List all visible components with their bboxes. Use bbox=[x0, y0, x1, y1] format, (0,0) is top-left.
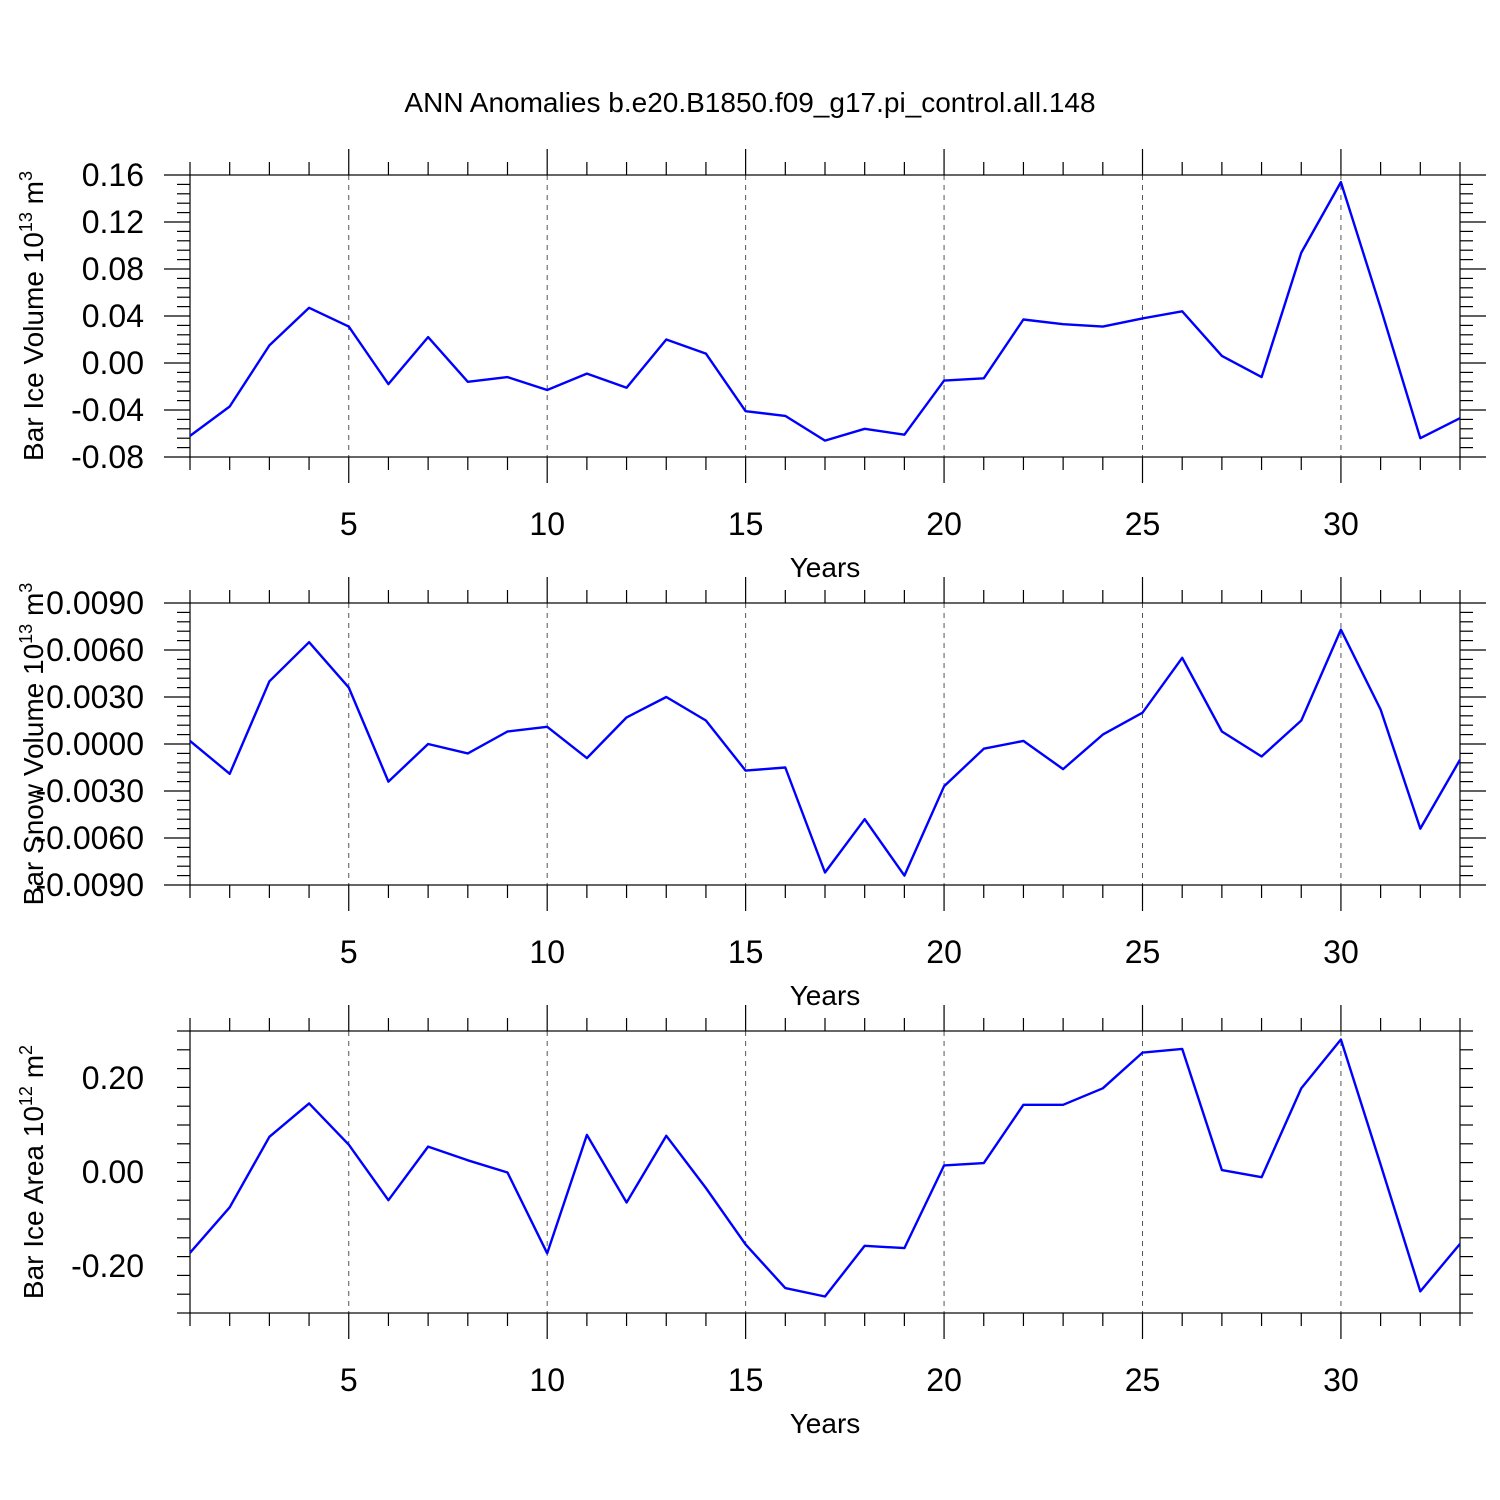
series-line-1 bbox=[190, 1038, 1460, 1298]
y-tick-label: 0.20 bbox=[82, 1060, 144, 1096]
chart-panel-2: 5 10 15 20 25 30 -0.0090 -0.0060 -0.0030 0.0000 0.… bbox=[16, 577, 1486, 1011]
y-tick-label: 0.16 bbox=[82, 157, 144, 193]
x-tick-label: 20 bbox=[926, 506, 962, 542]
y-tick-label: -0.04 bbox=[71, 392, 144, 428]
x-axis-label: Years bbox=[790, 1408, 861, 1439]
y-tick-label: -0.0030 bbox=[35, 773, 144, 809]
y-tick-label: 0.04 bbox=[82, 298, 144, 334]
series-line-1 bbox=[190, 180, 1460, 442]
series-line-1 bbox=[190, 628, 1460, 877]
plot-frame bbox=[189, 174, 1461, 458]
y-axis-label: Bar Ice Volume 1013 m3 bbox=[16, 171, 49, 461]
x-tick-label: 25 bbox=[1125, 506, 1161, 542]
x-tick-label: 10 bbox=[529, 934, 565, 970]
x-tick-label: 15 bbox=[728, 1362, 764, 1398]
x-tick-label: 10 bbox=[529, 506, 565, 542]
x-tick-label: 15 bbox=[728, 934, 764, 970]
x-tick-label: 30 bbox=[1323, 934, 1359, 970]
x-tick-label: 30 bbox=[1323, 1362, 1359, 1398]
x-tick-label: 25 bbox=[1125, 1362, 1161, 1398]
chart-panel-1: 5 10 15 20 25 30 -0.08 -0.04 0.00 0.04 0.08 0.12 0.1… bbox=[16, 149, 1486, 583]
x-tick-label: 10 bbox=[529, 1362, 565, 1398]
x-tick-label: 5 bbox=[340, 1362, 358, 1398]
x-tick-label: 20 bbox=[926, 1362, 962, 1398]
x-tick-label: 20 bbox=[926, 934, 962, 970]
y-tick-label: 0.0030 bbox=[46, 679, 144, 715]
y-tick-label: 0.00 bbox=[82, 1154, 144, 1190]
y-axis-label: Bar Ice Area 1012 m2 bbox=[16, 1045, 49, 1299]
y-tick-label: -0.0090 bbox=[35, 867, 144, 903]
y-tick-label: 0.08 bbox=[82, 251, 144, 287]
y-tick-label: 0.00 bbox=[82, 345, 144, 381]
y-tick-label: 0.0060 bbox=[46, 632, 144, 668]
x-tick-label: 25 bbox=[1125, 934, 1161, 970]
panels: 5 10 15 20 25 30 -0.08 -0.04 0.00 0.04 0.08 0.12 0.1… bbox=[16, 149, 1486, 1439]
x-tick-label: 5 bbox=[340, 934, 358, 970]
plot-frame bbox=[189, 1030, 1461, 1314]
x-tick-label: 5 bbox=[340, 506, 358, 542]
plot-frame bbox=[189, 602, 1461, 886]
chart-panel-3: 5 10 15 20 25 30 -0.20 0.00 0.20 Years Bar Ice Are… bbox=[16, 1005, 1473, 1439]
y-tick-label: -0.08 bbox=[71, 439, 144, 475]
y-tick-label: 0.0090 bbox=[46, 585, 144, 621]
x-axis-label: Years bbox=[790, 552, 861, 583]
y-tick-label: -0.20 bbox=[71, 1248, 144, 1284]
x-tick-label: 15 bbox=[728, 506, 764, 542]
x-tick-label: 30 bbox=[1323, 506, 1359, 542]
y-tick-label: 0.0000 bbox=[46, 726, 144, 762]
figure-title: ANN Anomalies b.e20.B1850.f09_g17.pi_con… bbox=[404, 87, 1095, 118]
y-axis-label: Bar Snow Volume 1013 m3 bbox=[16, 583, 49, 906]
y-tick-label: 0.12 bbox=[82, 204, 144, 240]
x-axis-label: Years bbox=[790, 980, 861, 1011]
y-tick-label: -0.0060 bbox=[35, 820, 144, 856]
